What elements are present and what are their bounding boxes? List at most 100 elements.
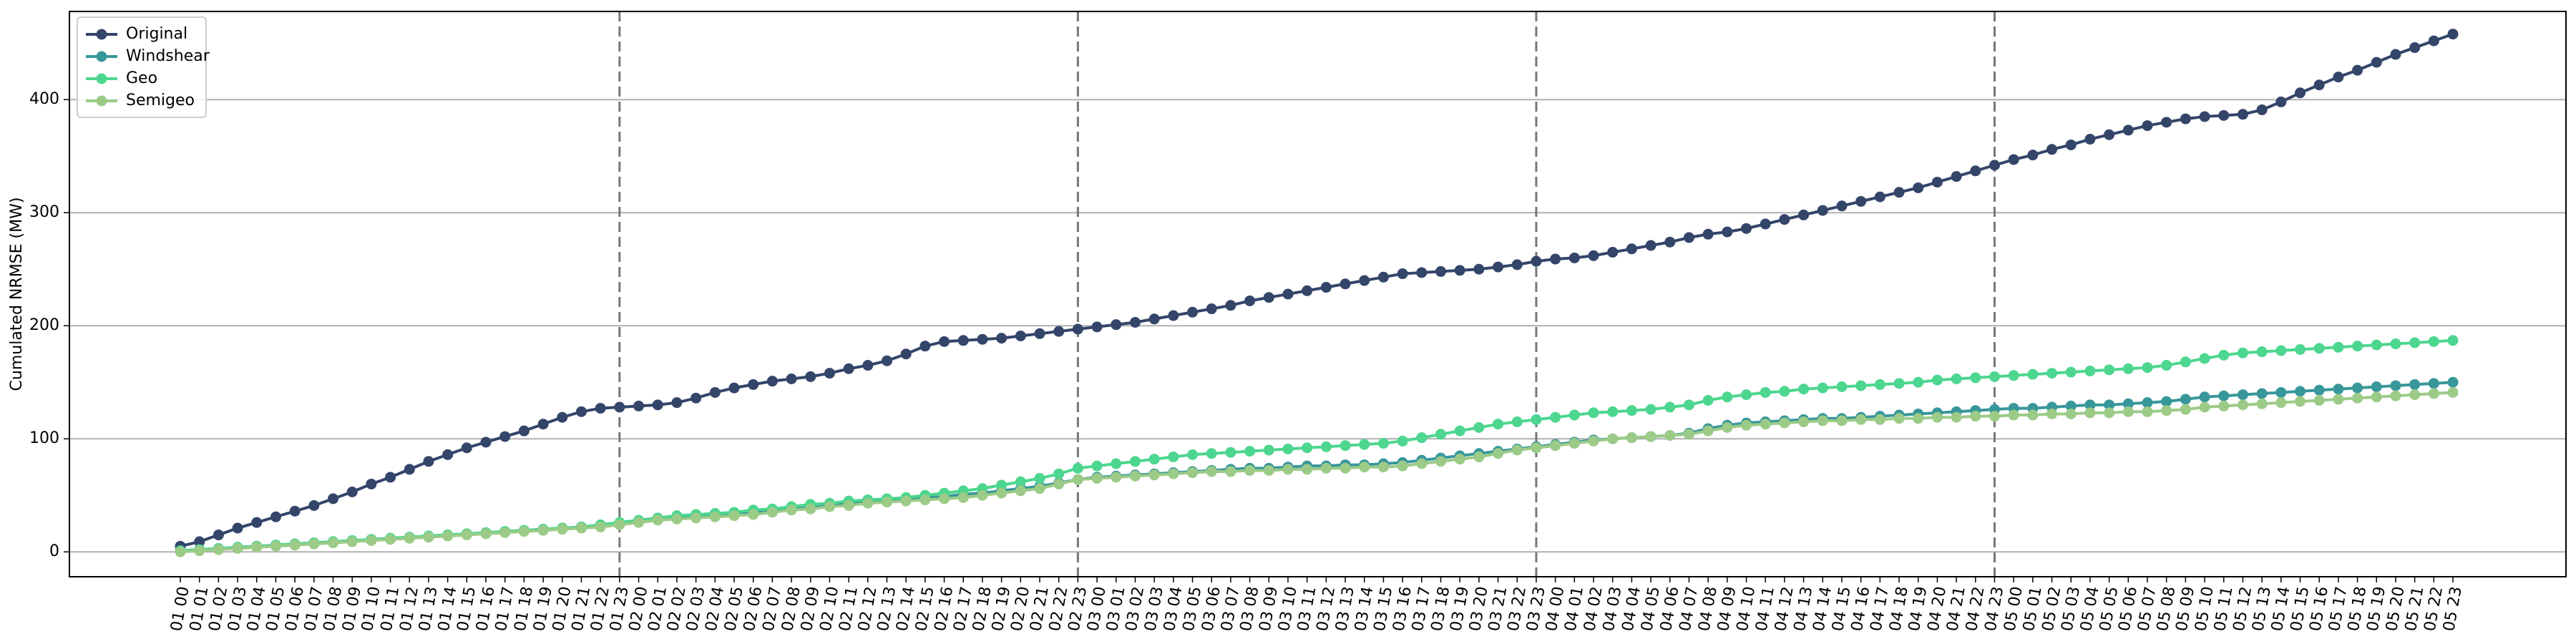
legend-label: Geo bbox=[126, 69, 157, 87]
data-point bbox=[2294, 343, 2306, 355]
data-point bbox=[1187, 467, 1199, 479]
data-point bbox=[2142, 362, 2153, 374]
data-point bbox=[1435, 265, 1446, 277]
data-point bbox=[595, 403, 606, 414]
data-point bbox=[499, 431, 511, 442]
data-point bbox=[1148, 454, 1160, 465]
data-point bbox=[1550, 440, 1561, 452]
data-point bbox=[2199, 391, 2210, 403]
data-point bbox=[537, 525, 549, 536]
legend-label: Windshear bbox=[126, 47, 210, 65]
data-point bbox=[1951, 411, 1962, 423]
data-point bbox=[614, 519, 625, 530]
data-point bbox=[1129, 470, 1141, 482]
data-point bbox=[2313, 343, 2325, 354]
data-point bbox=[1626, 432, 1637, 444]
data-point bbox=[461, 442, 472, 454]
data-point bbox=[1168, 468, 1179, 479]
data-point bbox=[518, 425, 530, 436]
data-point bbox=[1855, 380, 1867, 391]
data-point bbox=[996, 333, 1008, 344]
data-point bbox=[2237, 347, 2248, 358]
data-point bbox=[423, 456, 434, 467]
data-point bbox=[366, 535, 377, 546]
data-point bbox=[1206, 466, 1217, 477]
data-point bbox=[2237, 389, 2248, 401]
data-point bbox=[1645, 431, 1657, 442]
data-point bbox=[2447, 376, 2459, 388]
data-point bbox=[1493, 448, 1504, 459]
data-point bbox=[633, 400, 645, 411]
data-point bbox=[1779, 386, 1790, 397]
data-point bbox=[1664, 401, 1676, 413]
data-point bbox=[1416, 458, 1428, 469]
data-point bbox=[251, 517, 263, 528]
data-point bbox=[1225, 300, 1236, 311]
legend-marker bbox=[96, 95, 107, 107]
data-point bbox=[2084, 134, 2096, 145]
data-point bbox=[328, 537, 339, 549]
data-point bbox=[1340, 278, 1351, 290]
data-point bbox=[1817, 415, 1828, 426]
data-point bbox=[2104, 129, 2115, 140]
data-point bbox=[2294, 396, 2306, 407]
y-axis-label: Cumulated NRMSE (MW) bbox=[8, 197, 26, 391]
data-point bbox=[1377, 462, 1389, 473]
data-point bbox=[1836, 415, 1848, 426]
data-point bbox=[213, 544, 224, 555]
data-point bbox=[2065, 408, 2077, 419]
data-point bbox=[2333, 341, 2344, 353]
data-point bbox=[633, 517, 645, 528]
data-point bbox=[2122, 125, 2134, 136]
data-point bbox=[1091, 321, 1103, 333]
data-point bbox=[2046, 408, 2058, 419]
data-point bbox=[1913, 376, 1924, 388]
data-point bbox=[1664, 236, 1676, 248]
data-point bbox=[1588, 407, 1599, 419]
data-point bbox=[843, 363, 854, 374]
data-point bbox=[442, 530, 454, 542]
data-point bbox=[2065, 400, 2077, 411]
data-point bbox=[1722, 226, 1733, 238]
data-point bbox=[2218, 400, 2230, 411]
data-point bbox=[1435, 456, 1446, 467]
data-point bbox=[1091, 460, 1103, 472]
data-point bbox=[557, 411, 568, 423]
data-point bbox=[881, 355, 892, 366]
data-point bbox=[1836, 200, 1848, 212]
data-point bbox=[2218, 109, 2230, 121]
data-point bbox=[2161, 396, 2172, 407]
data-point bbox=[537, 419, 549, 430]
data-point bbox=[480, 436, 492, 448]
data-point bbox=[2352, 382, 2363, 394]
data-point bbox=[1874, 191, 1885, 203]
data-point bbox=[1568, 409, 1580, 421]
data-point bbox=[2390, 338, 2401, 350]
data-point bbox=[691, 392, 702, 404]
data-point bbox=[1377, 438, 1389, 449]
data-point bbox=[766, 376, 778, 387]
data-point bbox=[1034, 328, 1045, 339]
data-point bbox=[2008, 409, 2019, 421]
data-point bbox=[1473, 421, 1485, 433]
data-point bbox=[1244, 446, 1256, 457]
data-point bbox=[2275, 96, 2287, 107]
data-point bbox=[1187, 306, 1199, 318]
data-point bbox=[2371, 339, 2382, 351]
data-point bbox=[1340, 440, 1351, 452]
data-point bbox=[919, 494, 931, 506]
data-point bbox=[1913, 182, 1924, 193]
data-point bbox=[1741, 389, 1752, 401]
data-point bbox=[1072, 474, 1083, 485]
data-point bbox=[1951, 374, 1962, 384]
data-point bbox=[1416, 432, 1428, 444]
data-point bbox=[2142, 397, 2153, 409]
data-point bbox=[1397, 268, 1408, 280]
data-point bbox=[748, 379, 759, 390]
data-point bbox=[1015, 330, 1026, 341]
data-point bbox=[2428, 378, 2439, 389]
data-point bbox=[2161, 360, 2172, 371]
data-point bbox=[1951, 171, 1962, 182]
data-point bbox=[2199, 111, 2210, 122]
data-point bbox=[175, 546, 186, 557]
